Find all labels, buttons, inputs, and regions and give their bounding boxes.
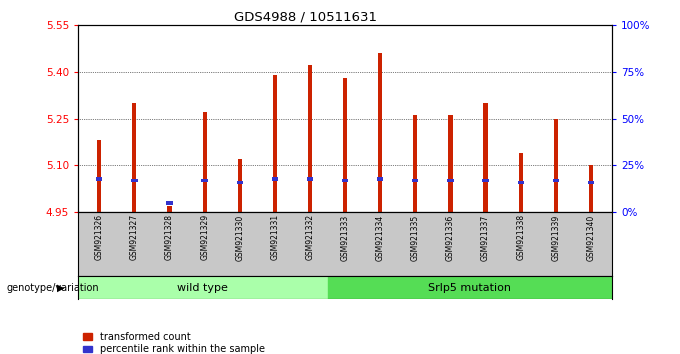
Bar: [483, 103, 488, 212]
Bar: [328, 276, 612, 299]
Bar: [308, 65, 312, 212]
Bar: [167, 201, 173, 205]
Bar: [482, 179, 489, 182]
Text: GSM921326: GSM921326: [95, 214, 104, 261]
Bar: [133, 103, 137, 212]
Text: GSM921331: GSM921331: [271, 214, 279, 261]
Text: wild type: wild type: [177, 282, 228, 293]
Bar: [78, 276, 328, 299]
Bar: [237, 181, 243, 184]
Text: GSM921329: GSM921329: [200, 214, 209, 261]
Text: GSM921327: GSM921327: [130, 214, 139, 261]
Text: GSM921336: GSM921336: [446, 214, 455, 261]
Bar: [307, 177, 313, 181]
Bar: [517, 181, 524, 184]
Text: GSM921340: GSM921340: [586, 214, 596, 261]
Bar: [273, 75, 277, 212]
Text: GSM921339: GSM921339: [551, 214, 560, 261]
Bar: [272, 177, 278, 181]
Text: GSM921335: GSM921335: [411, 214, 420, 261]
Bar: [342, 179, 348, 182]
Bar: [201, 179, 208, 182]
Text: ▶: ▶: [57, 282, 65, 293]
Legend: transformed count, percentile rank within the sample: transformed count, percentile rank withi…: [83, 332, 265, 354]
Bar: [97, 141, 101, 212]
Text: GSM921330: GSM921330: [235, 214, 244, 261]
Text: GSM921332: GSM921332: [305, 214, 314, 261]
Text: GSM921337: GSM921337: [481, 214, 490, 261]
Text: GDS4988 / 10511631: GDS4988 / 10511631: [235, 11, 377, 24]
Bar: [589, 166, 593, 212]
Bar: [203, 112, 207, 212]
Bar: [377, 177, 384, 181]
Bar: [447, 179, 454, 182]
Bar: [237, 159, 242, 212]
Bar: [554, 119, 558, 212]
Text: Srlp5 mutation: Srlp5 mutation: [428, 282, 511, 293]
Bar: [378, 53, 382, 212]
Text: genotype/variation: genotype/variation: [7, 282, 99, 293]
Text: GSM921333: GSM921333: [341, 214, 350, 261]
Bar: [413, 115, 418, 212]
Bar: [588, 181, 594, 184]
Bar: [519, 153, 523, 212]
Bar: [96, 177, 103, 181]
Bar: [553, 179, 559, 182]
Text: GSM921328: GSM921328: [165, 214, 174, 260]
Bar: [412, 179, 418, 182]
Bar: [448, 115, 453, 212]
Text: GSM921334: GSM921334: [376, 214, 385, 261]
Bar: [343, 78, 347, 212]
Bar: [131, 179, 137, 182]
Bar: [167, 206, 171, 212]
Text: GSM921338: GSM921338: [516, 214, 525, 261]
